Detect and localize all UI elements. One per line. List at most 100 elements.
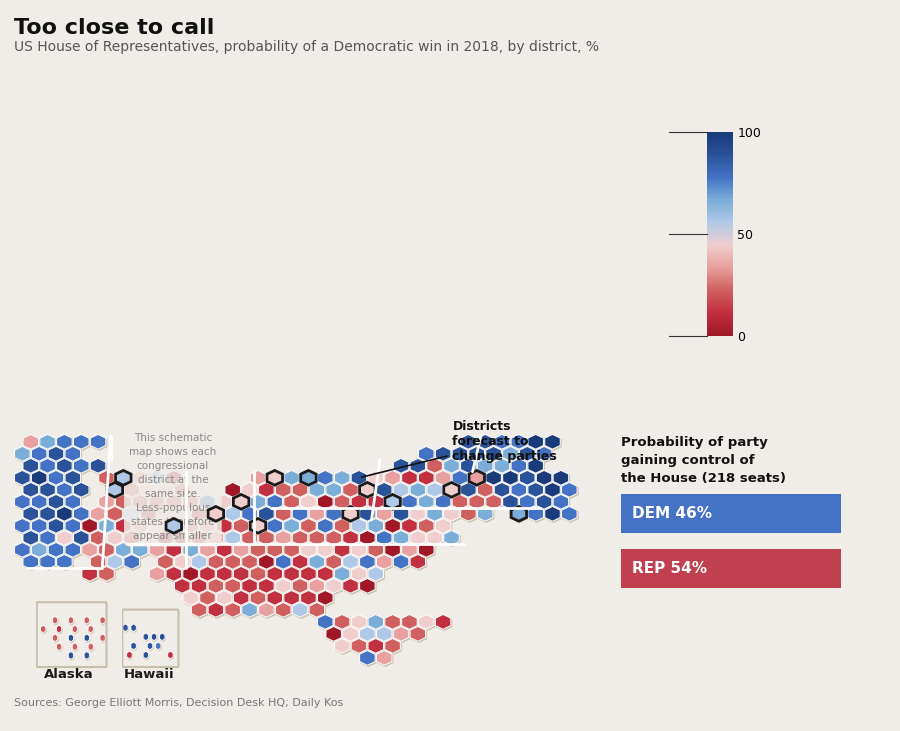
Polygon shape — [326, 578, 341, 594]
Polygon shape — [504, 496, 519, 511]
Polygon shape — [32, 494, 47, 510]
Polygon shape — [149, 494, 165, 510]
Polygon shape — [218, 591, 233, 607]
Polygon shape — [310, 507, 326, 523]
Polygon shape — [151, 633, 157, 640]
Polygon shape — [284, 496, 301, 511]
Polygon shape — [123, 625, 129, 632]
Polygon shape — [72, 643, 77, 651]
Polygon shape — [368, 471, 383, 485]
Polygon shape — [327, 484, 343, 499]
Polygon shape — [234, 591, 250, 607]
Polygon shape — [276, 484, 292, 499]
Polygon shape — [418, 471, 434, 485]
Polygon shape — [520, 447, 536, 463]
Polygon shape — [68, 651, 74, 659]
Polygon shape — [41, 626, 47, 634]
Polygon shape — [156, 643, 161, 651]
Polygon shape — [250, 591, 266, 605]
Polygon shape — [259, 484, 275, 499]
Polygon shape — [369, 568, 384, 583]
Polygon shape — [536, 494, 552, 510]
Polygon shape — [545, 436, 562, 450]
Polygon shape — [49, 518, 64, 533]
Polygon shape — [545, 507, 562, 523]
Polygon shape — [529, 484, 544, 499]
Polygon shape — [327, 507, 343, 523]
Polygon shape — [32, 542, 47, 557]
Polygon shape — [352, 496, 368, 511]
Polygon shape — [512, 484, 527, 499]
Polygon shape — [124, 507, 140, 521]
Polygon shape — [352, 520, 368, 534]
Polygon shape — [554, 496, 570, 511]
Polygon shape — [192, 555, 207, 569]
Polygon shape — [115, 471, 131, 485]
Polygon shape — [166, 494, 182, 510]
Polygon shape — [107, 507, 122, 521]
Polygon shape — [143, 651, 148, 659]
Polygon shape — [310, 484, 326, 499]
Polygon shape — [301, 542, 316, 557]
Polygon shape — [116, 544, 132, 558]
Polygon shape — [368, 639, 383, 654]
Polygon shape — [107, 482, 122, 497]
Polygon shape — [132, 471, 148, 485]
Polygon shape — [452, 447, 468, 461]
Polygon shape — [69, 618, 74, 625]
Polygon shape — [175, 531, 190, 545]
Polygon shape — [529, 507, 544, 523]
Polygon shape — [276, 556, 292, 571]
Polygon shape — [167, 496, 183, 511]
Polygon shape — [452, 494, 468, 510]
Polygon shape — [309, 531, 325, 545]
Polygon shape — [487, 471, 502, 487]
Polygon shape — [411, 507, 427, 523]
Polygon shape — [100, 634, 105, 642]
Polygon shape — [436, 615, 451, 629]
Polygon shape — [175, 578, 190, 594]
Polygon shape — [402, 471, 418, 487]
Polygon shape — [343, 507, 358, 521]
Polygon shape — [140, 531, 157, 545]
Polygon shape — [90, 434, 106, 449]
Polygon shape — [319, 471, 334, 487]
Polygon shape — [377, 652, 393, 667]
Polygon shape — [116, 471, 132, 487]
Polygon shape — [470, 447, 486, 463]
Polygon shape — [351, 615, 366, 629]
Polygon shape — [361, 556, 376, 571]
Polygon shape — [74, 434, 89, 449]
Polygon shape — [243, 556, 258, 571]
Polygon shape — [15, 447, 32, 463]
Polygon shape — [99, 567, 114, 581]
Polygon shape — [275, 578, 291, 594]
Polygon shape — [258, 602, 274, 617]
Polygon shape — [511, 507, 526, 521]
Polygon shape — [376, 555, 392, 569]
Polygon shape — [495, 460, 511, 474]
Polygon shape — [428, 460, 444, 474]
Polygon shape — [436, 616, 452, 631]
Polygon shape — [402, 496, 418, 511]
Polygon shape — [309, 507, 325, 521]
Polygon shape — [166, 518, 182, 533]
Polygon shape — [478, 507, 494, 523]
Polygon shape — [184, 591, 200, 607]
Polygon shape — [116, 544, 132, 558]
Polygon shape — [131, 643, 137, 651]
Polygon shape — [361, 507, 376, 523]
Polygon shape — [40, 555, 55, 569]
Polygon shape — [267, 567, 283, 581]
Polygon shape — [66, 544, 82, 558]
Polygon shape — [58, 556, 74, 571]
Polygon shape — [427, 482, 443, 497]
Polygon shape — [176, 507, 191, 523]
Polygon shape — [82, 518, 97, 533]
Polygon shape — [562, 482, 577, 497]
Polygon shape — [251, 471, 267, 487]
Polygon shape — [107, 555, 122, 569]
Polygon shape — [100, 520, 115, 534]
Polygon shape — [57, 625, 62, 633]
Polygon shape — [250, 542, 266, 557]
